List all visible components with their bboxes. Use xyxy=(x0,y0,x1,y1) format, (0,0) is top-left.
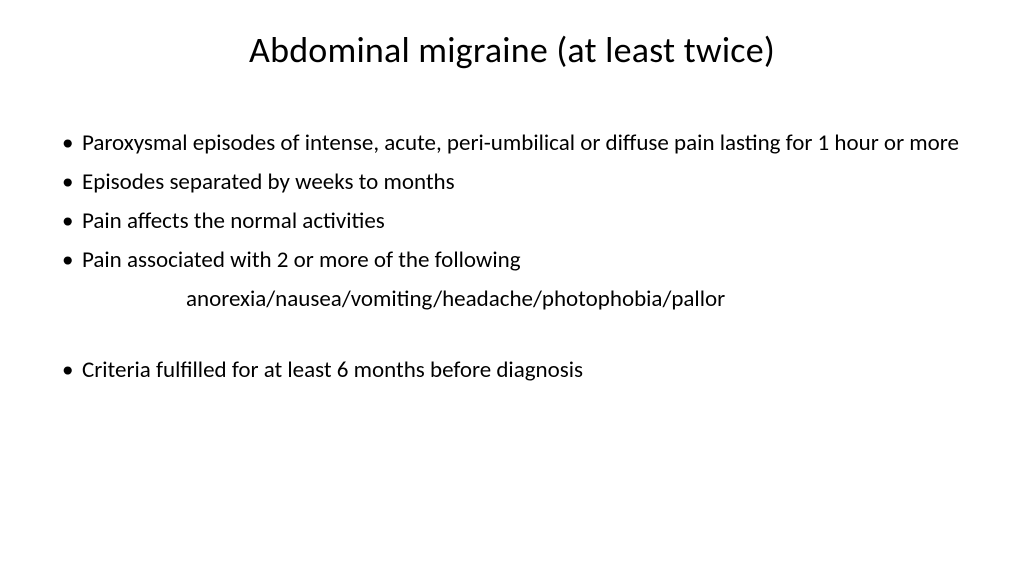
bullet-item: Criteria fulfilled for at least 6 months… xyxy=(58,355,974,386)
slide-container: Abdominal migraine (at least twice) Paro… xyxy=(0,0,1024,576)
bullet-item: Episodes separated by weeks to months xyxy=(58,167,974,198)
slide-content: Paroxysmal episodes of intense, acute, p… xyxy=(50,128,974,386)
bullet-item: Pain affects the normal activities xyxy=(58,206,974,237)
slide-title: Abdominal migraine (at least twice) xyxy=(50,28,974,72)
spacer xyxy=(58,323,974,355)
sub-line: anorexia/nausea/vomiting/headache/photop… xyxy=(58,284,974,315)
bullet-item: Pain associated with 2 or more of the fo… xyxy=(58,245,974,276)
bullet-item: Paroxysmal episodes of intense, acute, p… xyxy=(58,128,974,159)
